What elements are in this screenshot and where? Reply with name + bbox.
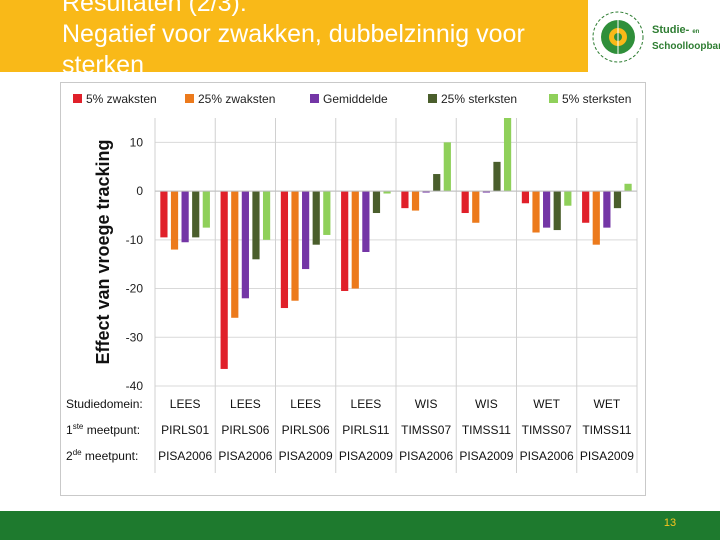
bar (231, 191, 239, 318)
bar-chart: 5% zwaksten 25% zwaksten Gemiddelde 25% ste… (66, 92, 638, 473)
bar (401, 191, 409, 209)
legend-swatch (185, 94, 194, 103)
bar (312, 191, 320, 245)
bar (553, 191, 561, 231)
y-axis-label: Effect van vroege tracking (93, 139, 113, 364)
category-domain-label: LEES (170, 397, 201, 411)
page-number: 13 (663, 517, 677, 529)
category-first-measure-label: PIRLS06 (221, 423, 269, 437)
legend-swatch (73, 94, 82, 103)
y-tick-label: -40 (126, 379, 144, 393)
y-tick-label: 0 (136, 184, 143, 198)
footer-band (0, 511, 720, 540)
category-domain-label: WIS (415, 397, 438, 411)
bar (220, 191, 228, 369)
bar (613, 191, 622, 209)
bar (482, 191, 490, 193)
bar (160, 191, 168, 238)
category-second-measure-label: PISA2006 (158, 449, 212, 463)
category-second-measure-label: PISA2009 (459, 449, 513, 463)
category-domain-label: LEES (230, 397, 261, 411)
category-first-measure-label: TIMSS07 (522, 423, 572, 437)
bar (302, 191, 310, 270)
bar (262, 191, 271, 240)
bar (461, 191, 469, 214)
bar (170, 191, 179, 250)
category-first-measure-label: PIRLS01 (161, 423, 209, 437)
logo-ring-icon (592, 11, 644, 63)
bar (351, 191, 359, 289)
legend-label: 5% sterksten (562, 92, 631, 106)
bar (582, 191, 590, 223)
category-second-measure-label: PISA2006 (520, 449, 574, 463)
category-domain-label: LEES (351, 397, 382, 411)
slide-title: Resultaten (2/3): Negatief voor zwakken,… (62, 0, 592, 72)
bar (433, 174, 441, 192)
bar (202, 191, 210, 228)
category-second-measure-label: PISA2009 (279, 449, 333, 463)
category-first-measure-label: PIRLS06 (282, 423, 330, 437)
category-domain-label: LEES (290, 397, 321, 411)
bar (592, 191, 600, 245)
bar (543, 191, 551, 228)
bar (411, 191, 420, 211)
title-line: sterken (62, 51, 144, 72)
legend-swatch (428, 94, 437, 103)
row-label: 1ste meetpunt: (66, 422, 140, 437)
logo-text: Studie- en (652, 24, 700, 36)
bar (624, 183, 632, 192)
legend-label: Gemiddelde (323, 92, 388, 106)
title-line: Negatief voor zwakken, dubbelzinnig voor (62, 20, 525, 48)
y-tick-label: 10 (130, 135, 144, 149)
category-second-measure-label: PISA2009 (339, 449, 393, 463)
category-first-measure-label: TIMSS07 (401, 423, 451, 437)
category-domain-label: WET (533, 397, 560, 411)
bar (472, 191, 480, 223)
category-domain-label: WET (594, 397, 621, 411)
bar (532, 191, 540, 233)
bar (362, 191, 370, 252)
bar (280, 191, 289, 309)
bar (372, 191, 381, 214)
category-first-measure-label: TIMSS11 (582, 423, 631, 437)
bar (241, 191, 249, 299)
logo-text: Schoolloopbanen (652, 41, 720, 52)
y-tick-label: -10 (126, 233, 144, 247)
category-second-measure-label: PISA2006 (218, 449, 272, 463)
y-tick-label: -30 (126, 330, 144, 344)
y-tick-label: -20 (126, 282, 144, 296)
logo: Studie- en Schoolloopbanen (588, 0, 720, 72)
bar (291, 191, 299, 301)
category-first-measure-label: PIRLS11 (342, 423, 389, 437)
bar (564, 191, 572, 206)
bar (443, 142, 451, 192)
bar (383, 191, 391, 194)
title-line: Resultaten (2/3): (62, 0, 247, 17)
legend-swatch (310, 94, 319, 103)
bar (503, 118, 512, 192)
bar (422, 191, 430, 193)
bar (521, 191, 530, 204)
bar (192, 191, 200, 238)
bar (341, 191, 349, 291)
chart-frame: 5% zwaksten 25% zwaksten Gemiddelde 25% ste… (60, 82, 646, 496)
bar (181, 191, 189, 243)
category-first-measure-label: TIMSS11 (462, 423, 511, 437)
legend-label: 25% zwaksten (198, 92, 275, 106)
row-label: 2de meetpunt: (66, 448, 138, 463)
category-second-measure-label: PISA2006 (399, 449, 453, 463)
row-label: Studiedomein: (66, 397, 143, 411)
legend-swatch (549, 94, 558, 103)
category-second-measure-label: PISA2009 (580, 449, 634, 463)
bar (603, 191, 611, 228)
legend-label: 5% zwaksten (86, 92, 157, 106)
bar (323, 191, 331, 235)
bar (493, 161, 501, 192)
legend-label: 25% sterksten (441, 92, 517, 106)
logo-graphic: Studie- en Schoolloopbanen (592, 11, 720, 63)
bar (252, 191, 260, 260)
category-domain-label: WIS (475, 397, 498, 411)
